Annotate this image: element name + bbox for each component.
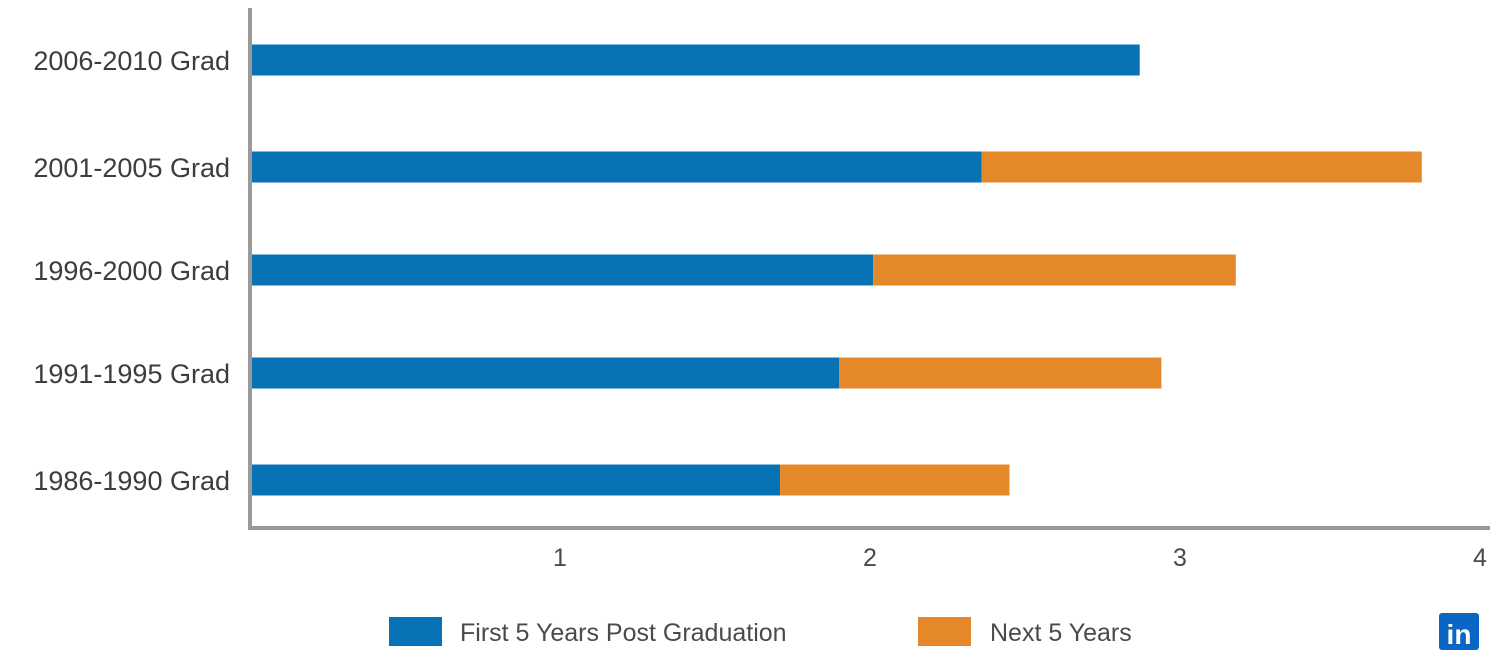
axes bbox=[248, 8, 1490, 530]
bar-next-5-years bbox=[839, 357, 1162, 389]
x-tick-label: 2 bbox=[863, 544, 877, 572]
category-label: 1991-1995 Grad bbox=[33, 359, 230, 389]
category-label: 2001-2005 Grad bbox=[33, 153, 230, 183]
bar-first-5-years bbox=[250, 464, 781, 496]
linkedin-logo-background bbox=[1439, 613, 1479, 650]
legend-swatch bbox=[918, 617, 971, 646]
x-tick-labels: 1 2 3 4 bbox=[553, 544, 1487, 572]
legend-label: First 5 Years Post Graduation bbox=[460, 619, 787, 647]
bars-group bbox=[250, 44, 1422, 496]
bar-next-5-years bbox=[981, 151, 1422, 183]
linkedin-logo-icon: in bbox=[1439, 613, 1479, 650]
bar-first-5-years bbox=[250, 44, 1140, 76]
category-label: 1986-1990 Grad bbox=[33, 466, 230, 496]
x-tick-label: 4 bbox=[1473, 544, 1487, 572]
legend: First 5 Years Post Graduation Next 5 Year… bbox=[389, 617, 1132, 647]
x-tick-label: 1 bbox=[553, 544, 567, 572]
linkedin-logo-text: in bbox=[1447, 619, 1472, 650]
bar-first-5-years bbox=[250, 254, 874, 286]
bar-first-5-years bbox=[250, 151, 982, 183]
category-labels: 2006-2010 Grad 2001-2005 Grad 1996-2000 Gr… bbox=[33, 46, 230, 496]
category-label: 1996-2000 Grad bbox=[33, 256, 230, 286]
x-tick-label: 3 bbox=[1173, 544, 1187, 572]
category-label: 2006-2010 Grad bbox=[33, 46, 230, 76]
legend-label: Next 5 Years bbox=[990, 619, 1132, 647]
bar-next-5-years bbox=[780, 464, 1010, 496]
bar-first-5-years bbox=[250, 357, 839, 389]
legend-swatch bbox=[389, 617, 442, 646]
bar-next-5-years bbox=[873, 254, 1236, 286]
